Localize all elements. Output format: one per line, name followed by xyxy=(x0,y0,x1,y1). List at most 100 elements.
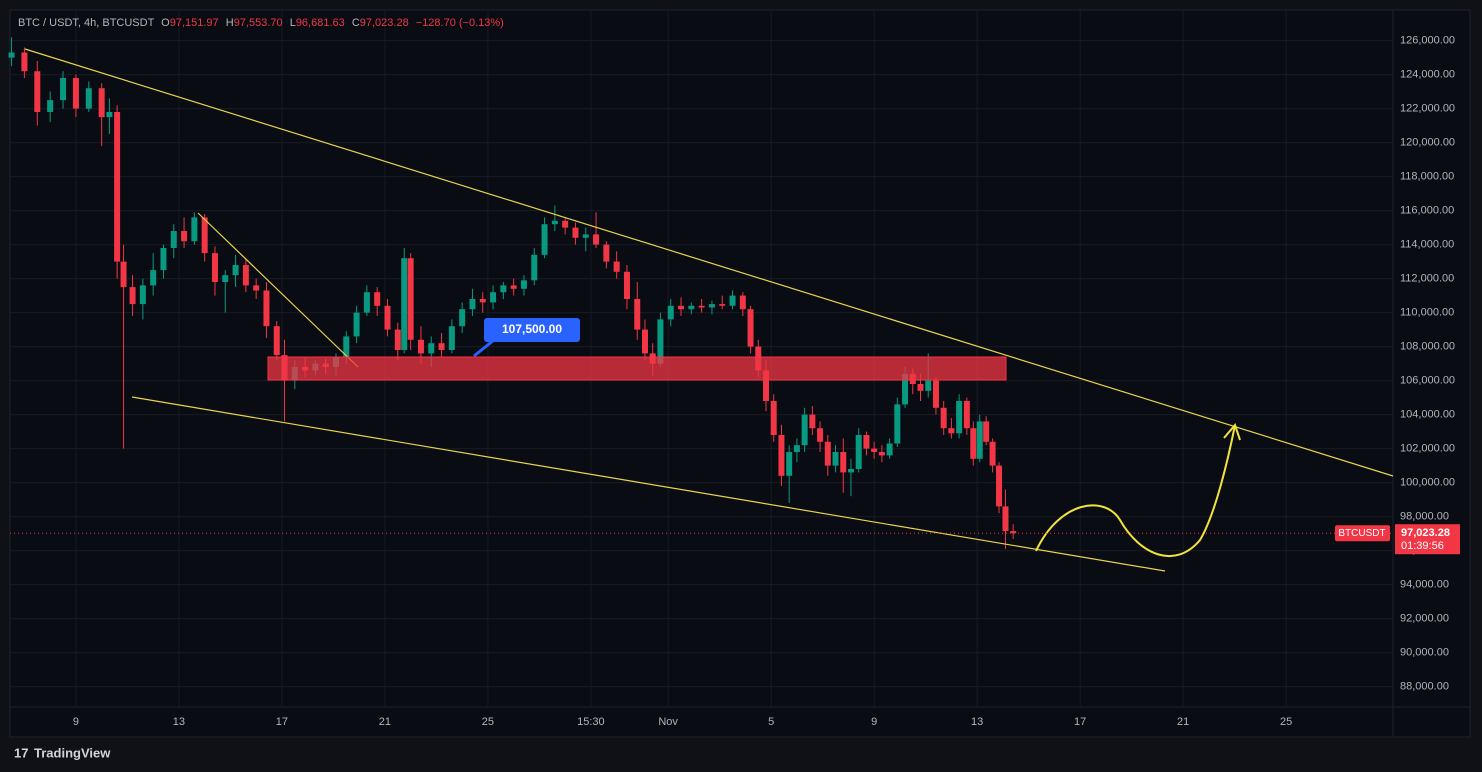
candle-body xyxy=(840,452,847,473)
candle-body xyxy=(60,78,67,101)
candle-body xyxy=(551,220,558,225)
candle-body xyxy=(459,309,466,327)
candle-body xyxy=(139,285,146,305)
candle-body xyxy=(623,271,630,299)
countdown: 01:39:56 xyxy=(1401,540,1444,552)
y-tick-label: 118,000.00 xyxy=(1400,171,1454,183)
candle-body xyxy=(479,299,486,303)
arrow-head xyxy=(1223,422,1241,441)
candle-body xyxy=(894,404,901,444)
candle-body xyxy=(263,290,270,327)
candle-body xyxy=(181,231,188,242)
candle-body xyxy=(863,435,870,449)
candle-body xyxy=(1002,506,1009,532)
candle-body xyxy=(572,227,579,238)
candle-body xyxy=(634,299,641,330)
y-tick-label: 104,000.00 xyxy=(1400,409,1455,421)
x-tick-label: Nov xyxy=(658,716,678,728)
candle-body xyxy=(778,435,785,476)
resistance-zone xyxy=(267,356,1007,381)
candle-body xyxy=(129,287,136,305)
candle-body xyxy=(150,270,157,286)
candle-body xyxy=(120,261,127,288)
callout-pointer xyxy=(473,338,495,358)
l-value: 96,681.63 xyxy=(296,17,345,29)
c-value: 97,023.28 xyxy=(360,17,409,29)
x-tick-label: 15:30 xyxy=(577,716,605,728)
candle-body xyxy=(824,441,831,466)
candle-body xyxy=(510,285,517,289)
candle-body xyxy=(401,258,408,350)
candle-body xyxy=(438,343,445,350)
candle-body xyxy=(407,258,414,340)
x-tick-label: 17 xyxy=(276,716,288,728)
candle-body xyxy=(688,305,695,310)
trendline-upper xyxy=(24,48,1394,477)
y-tick-label: 98,000.00 xyxy=(1400,511,1449,523)
candle-body xyxy=(374,292,381,306)
y-tick-label: 126,000.00 xyxy=(1400,35,1455,47)
y-tick-label: 100,000.00 xyxy=(1400,477,1455,489)
candle-body xyxy=(956,401,963,434)
y-tick-label: 112,000.00 xyxy=(1400,273,1454,285)
candle-body xyxy=(417,339,424,354)
x-tick-label: 21 xyxy=(379,716,391,728)
candle-body xyxy=(948,428,955,434)
candle-body xyxy=(201,217,208,254)
candle-body xyxy=(657,319,664,364)
x-tick-label: 25 xyxy=(482,716,494,728)
o-label: O xyxy=(161,17,170,29)
candle-body xyxy=(191,217,198,242)
o-value: 97,151.97 xyxy=(170,17,219,29)
candle-body xyxy=(832,452,839,466)
projection-arrow xyxy=(1035,424,1236,558)
candle-body xyxy=(786,452,793,476)
symbol-tag-bg xyxy=(1335,525,1390,542)
candle-body xyxy=(793,445,800,452)
candle-body xyxy=(500,285,507,293)
y-tick-label: 94,000.00 xyxy=(1400,579,1449,591)
h-label: H xyxy=(226,17,234,29)
candle-body xyxy=(253,285,260,291)
candle-body xyxy=(541,224,548,255)
candle-body xyxy=(698,305,705,308)
candle-body xyxy=(809,414,816,429)
candle-body xyxy=(582,234,589,238)
candle-body xyxy=(855,435,862,469)
candle-body xyxy=(886,443,893,456)
candle-body xyxy=(469,299,476,310)
candle-body xyxy=(343,336,350,357)
candle-body xyxy=(641,329,648,354)
candle-body xyxy=(847,469,854,473)
y-tick-label: 114,000.00 xyxy=(1400,239,1454,251)
candle-body xyxy=(989,441,996,466)
candle-body xyxy=(817,428,824,442)
candle-body xyxy=(970,428,977,459)
candle-body xyxy=(902,373,909,405)
candle-body xyxy=(21,52,28,72)
candle-body xyxy=(983,421,990,442)
candle-body xyxy=(1010,531,1017,534)
candle-body xyxy=(170,231,177,248)
footer-brand: TradingView xyxy=(34,745,111,760)
candle-body xyxy=(242,265,249,286)
candle-body xyxy=(363,292,370,313)
candle-body xyxy=(976,421,983,459)
candle-body xyxy=(98,88,105,118)
candle-body xyxy=(222,275,229,282)
candle-body xyxy=(85,88,92,109)
candle-body xyxy=(678,305,685,310)
candle-body xyxy=(384,305,391,330)
y-tick-label: 116,000.00 xyxy=(1400,205,1454,217)
price-tag-bg xyxy=(1395,524,1460,555)
candle-body xyxy=(160,248,167,271)
candle-body xyxy=(747,309,754,347)
y-tick-label: 110,000.00 xyxy=(1400,307,1454,319)
trendline-lower xyxy=(131,396,1166,572)
x-tick-label: 9 xyxy=(871,716,877,728)
callout-box xyxy=(484,318,580,342)
y-tick-label: 92,000.00 xyxy=(1400,613,1449,625)
h-value: 97,553.70 xyxy=(234,17,283,29)
